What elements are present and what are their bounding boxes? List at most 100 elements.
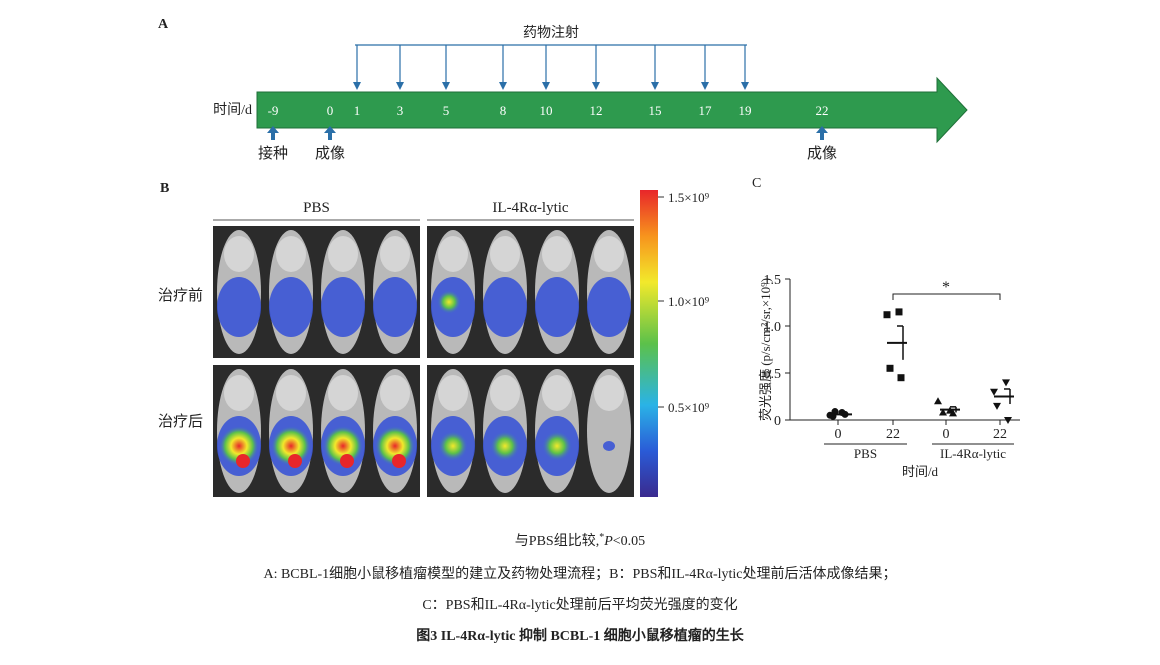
mouse-head (224, 236, 254, 272)
axis-label: 时间/d (213, 102, 252, 118)
panel-letter: B (160, 181, 169, 196)
colorbar (640, 190, 658, 497)
caption-line: A: BCBL-1细胞小鼠移植瘤模型的建立及药物处理流程；B：PBS和IL-4R… (263, 565, 896, 582)
arrow-head (651, 82, 659, 90)
group-label: PBS (303, 200, 330, 216)
day-label: 15 (649, 103, 662, 118)
arrow-head (396, 82, 404, 90)
group-label: IL-4Rα-lytic (940, 446, 1006, 461)
signal-hot (438, 431, 468, 461)
mouse-head (438, 236, 468, 272)
point (939, 408, 947, 416)
signal-hot (323, 426, 363, 466)
x-tick-label: 22 (993, 427, 1007, 442)
point (993, 402, 1001, 410)
group-label: IL-4Rα-lytic (492, 200, 569, 216)
signal (373, 277, 417, 337)
mouse-head (542, 236, 572, 272)
point (990, 388, 998, 396)
y-tick-label: 1.5 (764, 273, 782, 288)
point (1004, 417, 1012, 424)
day-label: 17 (699, 103, 713, 118)
mouse-head (542, 375, 572, 411)
marker-label: 接种 (258, 145, 288, 162)
mouse-head (380, 375, 410, 411)
mouse-head (594, 236, 624, 272)
imaging-arrow (324, 126, 336, 140)
y-tick-label: 0 (774, 414, 781, 429)
mouse-head (224, 375, 254, 411)
day-label: -9 (268, 103, 279, 118)
day-label: 3 (397, 103, 404, 118)
mouse-head (276, 375, 306, 411)
group-label: PBS (854, 446, 877, 461)
signal-hot (542, 431, 572, 461)
day-label: 10 (540, 103, 553, 118)
caption-note: 与PBS组比较,*P<0.05 (515, 532, 645, 550)
arrow-head (442, 82, 450, 90)
timeline-arrow (256, 76, 968, 144)
row-label: 治疗前 (158, 287, 203, 304)
point (886, 364, 894, 372)
panel-letter: C (752, 176, 761, 191)
mouse-head (380, 236, 410, 272)
mouse-head (594, 375, 624, 411)
point (895, 308, 903, 316)
arrow-head (592, 82, 600, 90)
day-label: 0 (327, 103, 334, 118)
arrow-head (499, 82, 507, 90)
day-label: 5 (443, 103, 450, 118)
y-label: 荧光强度 (p/s/cm²/sr,×10⁹) (758, 278, 773, 421)
signal (587, 277, 631, 337)
colorbar-label: 1.5×10⁹ (668, 190, 710, 205)
mouse-head (276, 236, 306, 272)
mouse-head (490, 236, 520, 272)
x-label: 时间/d (902, 464, 939, 479)
point (934, 397, 942, 405)
mouse-head (328, 375, 358, 411)
signal-hot (490, 431, 520, 461)
point (883, 311, 891, 319)
x-tick-label: 0 (835, 427, 842, 442)
tumor (236, 454, 250, 468)
day-label: 8 (500, 103, 507, 118)
y-tick-label: 1.0 (764, 320, 782, 335)
point (1002, 379, 1010, 387)
tumor (340, 454, 354, 468)
mouse-head (438, 375, 468, 411)
mouse-head (490, 375, 520, 411)
signal-hot (219, 426, 259, 466)
imaging-arrow (816, 126, 828, 140)
injection-label: 药物注射 (523, 25, 579, 41)
marker-label: 成像 (315, 145, 345, 162)
significance-bracket (892, 293, 1001, 300)
colorbar-label: 1.0×10⁹ (668, 294, 710, 309)
tumor (288, 454, 302, 468)
signal-warm (437, 290, 461, 314)
signal (217, 277, 261, 337)
row-label: 治疗后 (158, 413, 203, 430)
signal (603, 441, 615, 451)
mouse-head (328, 236, 358, 272)
day-label: 19 (739, 103, 752, 118)
arrow-head (741, 82, 749, 90)
marker-label: 成像 (807, 145, 837, 162)
imaging-arrow (267, 126, 279, 140)
signal (321, 277, 365, 337)
significance: * (942, 279, 950, 296)
signal (483, 277, 527, 337)
x-tick-label: 22 (886, 427, 900, 442)
day-label: 22 (816, 103, 829, 118)
signal (535, 277, 579, 337)
day-label: 1 (354, 103, 361, 118)
day-label: 12 (590, 103, 603, 118)
point (897, 374, 905, 382)
x-tick-label: 0 (943, 427, 950, 442)
caption-line: C：PBS和IL-4Rα-lytic处理前后平均荧光强度的变化 (422, 596, 737, 613)
signal (269, 277, 313, 337)
panel-letter: A (158, 17, 169, 32)
arrow-head (701, 82, 709, 90)
signal-hot (375, 426, 415, 466)
tumor (392, 454, 406, 468)
